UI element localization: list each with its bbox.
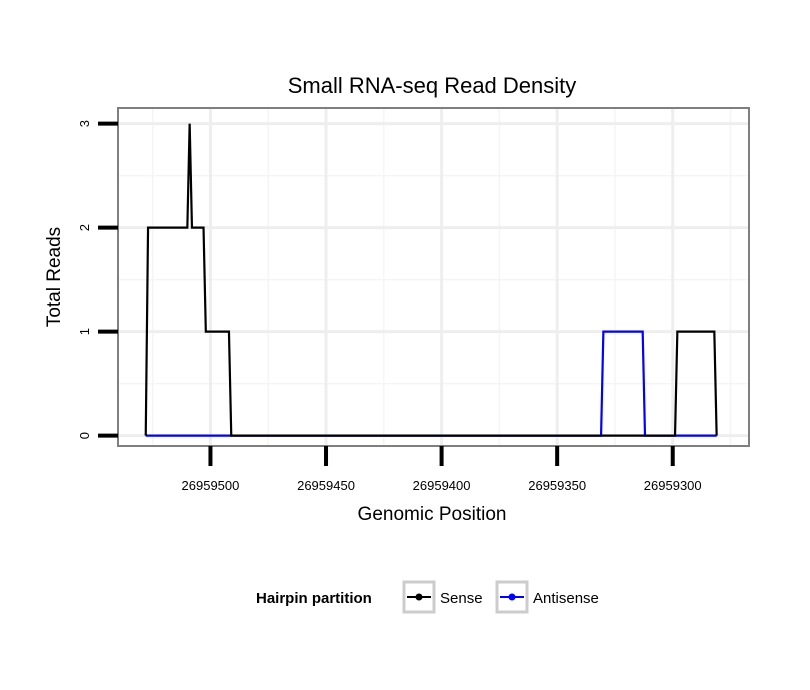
y-tick-label: 2 xyxy=(77,224,92,231)
legend-key-marker xyxy=(508,593,516,601)
y-axis-label: Total Reads xyxy=(44,227,65,327)
x-tick-label: 26959300 xyxy=(644,478,702,493)
y-tick-label: 0 xyxy=(77,432,92,439)
series-lines xyxy=(144,123,718,437)
x-tick-label: 26959400 xyxy=(413,478,471,493)
legend-label-antisense: Antisense xyxy=(533,590,599,607)
y-tick-label: 1 xyxy=(77,328,92,335)
x-axis: 26959500 26959450 26959400 26959350 26959300 xyxy=(182,446,702,493)
x-tick-label: 26959500 xyxy=(182,478,240,493)
legend-title: Hairpin partition xyxy=(256,590,372,607)
plot-panel-border xyxy=(117,107,750,447)
legend-key-marker xyxy=(415,593,423,601)
x-tick-label: 26959450 xyxy=(297,478,355,493)
legend: Hairpin partition Sense Antisense xyxy=(256,580,599,614)
legend-label-sense: Sense xyxy=(440,590,483,607)
chart-title: Small RNA-seq Read Density xyxy=(288,73,577,98)
y-axis: 0 1 2 3 xyxy=(77,120,118,439)
major-grid xyxy=(118,108,749,446)
minor-grid xyxy=(118,108,749,446)
x-tick-label: 26959350 xyxy=(528,478,586,493)
x-axis-label: Genomic Position xyxy=(358,504,507,525)
y-tick-label: 3 xyxy=(77,120,92,127)
series-line-sense xyxy=(144,123,718,437)
